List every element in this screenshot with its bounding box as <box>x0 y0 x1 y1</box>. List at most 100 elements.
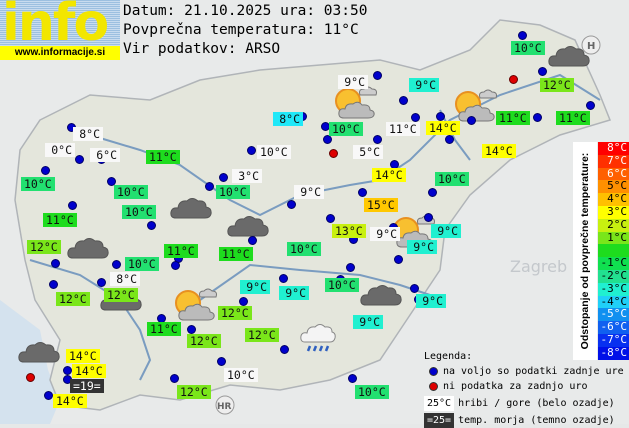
station-temperature: 12°C <box>104 288 138 302</box>
logo[interactable]: info www.informacije.si <box>0 0 120 60</box>
legend-blue: na voljo so podatki zadnje ure <box>443 366 624 377</box>
station-temperature: 12°C <box>540 78 574 92</box>
station-dot-blue[interactable] <box>287 200 296 209</box>
station-dot-blue[interactable] <box>219 173 228 182</box>
station-temperature: 0°C <box>45 143 75 157</box>
station-dot-blue[interactable] <box>586 101 595 110</box>
rain-icon <box>300 322 336 358</box>
station-dot-blue[interactable] <box>107 177 116 186</box>
station-temperature: 9°C <box>294 185 324 199</box>
scale-step: -2°C <box>598 269 629 283</box>
station-temperature: 12°C <box>187 334 221 348</box>
scale-step: -8°C <box>598 346 629 360</box>
station-temperature: 3°C <box>232 169 262 183</box>
station-dot-blue[interactable] <box>170 374 179 383</box>
station-temperature: 9°C <box>279 286 309 300</box>
station-dot-blue[interactable] <box>68 201 77 210</box>
station-dot-blue[interactable] <box>112 260 121 269</box>
station-dot-blue[interactable] <box>323 135 332 144</box>
deviation-scale: 8°C 7°C 6°C 5°C 4°C 3°C 2°C 1°C -1°C -2°C -3°C -4°C… <box>598 141 629 360</box>
station-temperature: =19= <box>70 379 104 393</box>
data-source: Vir podatkov: ARSO <box>123 41 281 57</box>
scale-title: Odstopanje od povprečne temperature: <box>573 142 597 360</box>
station-dot-red[interactable] <box>329 149 338 158</box>
station-dot-blue[interactable] <box>411 113 420 122</box>
station-dot-blue[interactable] <box>75 155 84 164</box>
station-dot-blue[interactable] <box>147 221 156 230</box>
station-temperature: 9°C <box>353 315 383 329</box>
station-dot-blue[interactable] <box>248 236 257 245</box>
station-temperature: 14°C <box>426 121 460 135</box>
station-dot-blue[interactable] <box>346 263 355 272</box>
station-dot-blue[interactable] <box>358 188 367 197</box>
station-temperature: 9°C <box>370 227 400 241</box>
scale-step: -4°C <box>598 295 629 309</box>
station-dot-blue[interactable] <box>44 391 53 400</box>
station-dot-blue[interactable] <box>239 297 248 306</box>
station-temperature: 10°C <box>114 185 148 199</box>
station-dot-blue[interactable] <box>538 67 547 76</box>
station-temperature: 14°C <box>482 144 516 158</box>
station-dot-blue[interactable] <box>171 261 180 270</box>
station-dot-blue[interactable] <box>373 135 382 144</box>
station-dot-blue[interactable] <box>348 374 357 383</box>
station-dot-blue[interactable] <box>41 166 50 175</box>
station-temperature: 14°C <box>66 349 100 363</box>
station-dot-blue[interactable] <box>280 345 289 354</box>
average-temperature: Povprečna temperatura: 11°C <box>123 22 359 38</box>
cloudy-icon <box>360 283 402 311</box>
station-dot-blue[interactable] <box>187 325 196 334</box>
station-temperature: 10°C <box>257 145 291 159</box>
station-dot-blue[interactable] <box>247 146 256 155</box>
station-dot-blue[interactable] <box>279 274 288 283</box>
station-temperature: 8°C <box>73 127 103 141</box>
station-dot-blue[interactable] <box>436 112 445 121</box>
partly-cloudy-icon <box>450 88 498 126</box>
station-temperature: 10°C <box>21 177 55 191</box>
station-dot-red[interactable] <box>26 373 35 382</box>
cloudy-icon <box>170 196 212 224</box>
station-dot-blue[interactable] <box>424 213 433 222</box>
station-dot-blue[interactable] <box>445 135 454 144</box>
red-dot-icon <box>429 382 438 391</box>
cloudy-icon <box>18 340 60 368</box>
station-dot-blue[interactable] <box>63 366 72 375</box>
scale-step <box>598 244 629 258</box>
station-temperature: 14°C <box>72 364 106 378</box>
cloudy-icon <box>548 44 590 72</box>
station-temperature: 11°C <box>556 111 590 125</box>
legend-title: Legenda: <box>424 351 473 362</box>
station-temperature: 10°C <box>216 185 250 199</box>
station-dot-blue[interactable] <box>394 255 403 264</box>
station-dot-blue[interactable] <box>49 280 58 289</box>
hungary-marker: H <box>587 41 595 52</box>
station-dot-blue[interactable] <box>467 116 476 125</box>
station-temperature: 11°C <box>164 244 198 258</box>
station-dot-red[interactable] <box>509 75 518 84</box>
station-dot-blue[interactable] <box>373 71 382 80</box>
station-temperature: 10°C <box>329 122 363 136</box>
station-dot-blue[interactable] <box>326 214 335 223</box>
station-dot-blue[interactable] <box>410 284 419 293</box>
scale-step: 5°C <box>598 180 629 194</box>
blue-dot-icon <box>429 367 438 376</box>
scale-step: 2°C <box>598 218 629 232</box>
legend-mountain-sample: 25°C <box>424 396 455 411</box>
scale-step: 7°C <box>598 154 629 168</box>
station-dot-blue[interactable] <box>51 259 60 268</box>
station-dot-blue[interactable] <box>399 96 408 105</box>
scale-step: 3°C <box>598 205 629 219</box>
station-dot-blue[interactable] <box>533 113 542 122</box>
station-temperature: 12°C <box>56 292 90 306</box>
station-dot-blue[interactable] <box>205 182 214 191</box>
station-dot-blue[interactable] <box>97 278 106 287</box>
scale-step: 8°C <box>598 141 629 155</box>
logo-url[interactable]: www.informacije.si <box>0 46 120 60</box>
station-dot-blue[interactable] <box>428 188 437 197</box>
station-temperature: 9°C <box>338 75 368 89</box>
station-temperature: 9°C <box>409 78 439 92</box>
scale-step: -7°C <box>598 333 629 347</box>
station-dot-blue[interactable] <box>518 31 527 40</box>
station-temperature: 10°C <box>325 278 359 292</box>
station-dot-blue[interactable] <box>217 357 226 366</box>
